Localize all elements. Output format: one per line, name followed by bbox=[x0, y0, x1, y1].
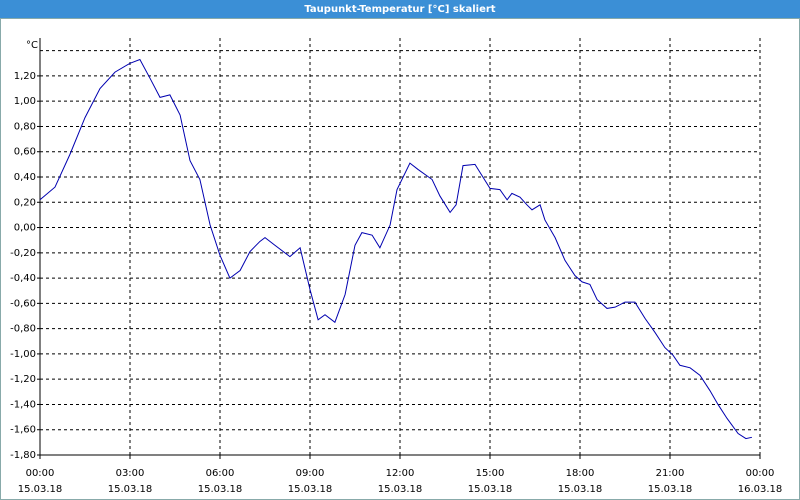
x-tick-label: 06:00 bbox=[206, 468, 235, 479]
x-tick-label: 21:00 bbox=[656, 468, 685, 479]
y-tick-label: -1,60 bbox=[10, 425, 36, 436]
y-tick-label: -0,60 bbox=[10, 298, 36, 309]
y-axis-label: °C bbox=[26, 40, 38, 51]
y-tick-label: 0,00 bbox=[14, 223, 36, 234]
x-tick-label: 03:00 bbox=[116, 468, 145, 479]
title-bar bbox=[0, 0, 800, 18]
x-tick-label: 15:00 bbox=[476, 468, 505, 479]
y-tick-label: 0,20 bbox=[14, 197, 36, 208]
x-tick-label: 12:00 bbox=[386, 468, 415, 479]
x-tick-label: 00:00 bbox=[26, 468, 55, 479]
x-tick-label: 00:00 bbox=[746, 468, 775, 479]
x-tick-date: 15.03.18 bbox=[378, 484, 423, 495]
x-tick-date: 15.03.18 bbox=[18, 484, 63, 495]
y-tick-label: -1,40 bbox=[10, 399, 36, 410]
x-tick-date: 16.03.18 bbox=[738, 484, 783, 495]
y-tick-label: 0,80 bbox=[14, 121, 36, 132]
x-tick-date: 15.03.18 bbox=[558, 484, 603, 495]
y-tick-label: 1,00 bbox=[14, 96, 36, 107]
x-tick-date: 15.03.18 bbox=[198, 484, 243, 495]
y-tick-label: -0,40 bbox=[10, 273, 36, 284]
y-tick-label: -1,00 bbox=[10, 349, 36, 360]
y-tick-label: -0,80 bbox=[10, 324, 36, 335]
x-tick-date: 15.03.18 bbox=[468, 484, 513, 495]
chart-title: Taupunkt-Temperatur [°C] skaliert bbox=[304, 4, 495, 15]
y-tick-label: 0,40 bbox=[14, 172, 36, 183]
window-frame bbox=[0, 18, 800, 500]
data-line bbox=[39, 58, 753, 440]
y-tick-label: -1,80 bbox=[10, 450, 36, 461]
x-tick-date: 15.03.18 bbox=[648, 484, 693, 495]
y-tick-label: -0,20 bbox=[10, 248, 36, 259]
x-tick-date: 15.03.18 bbox=[288, 484, 333, 495]
x-tick-label: 18:00 bbox=[566, 468, 595, 479]
y-tick-label: -1,20 bbox=[10, 374, 36, 385]
y-tick-label: 0,60 bbox=[14, 147, 36, 158]
x-tick-date: 15.03.18 bbox=[108, 484, 153, 495]
y-tick-label: 1,20 bbox=[14, 71, 36, 82]
x-tick-label: 09:00 bbox=[296, 468, 325, 479]
